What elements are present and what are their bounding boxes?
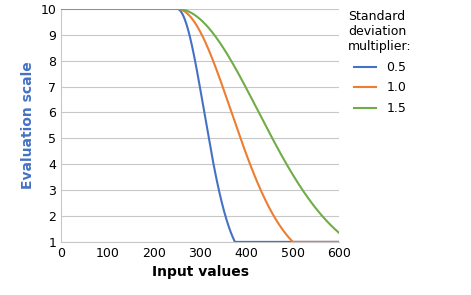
1.5 xyxy=(165,7,171,11)
0.5 xyxy=(90,7,96,11)
0.5 xyxy=(232,240,238,244)
1.5 xyxy=(301,190,307,194)
0.5 xyxy=(165,7,171,11)
1.0 xyxy=(165,7,171,11)
1.5 xyxy=(90,7,96,11)
1.5 xyxy=(331,226,336,230)
0.5 xyxy=(106,7,112,11)
Line: 0.5: 0.5 xyxy=(61,9,339,242)
1.0 xyxy=(106,7,112,11)
1.0 xyxy=(336,240,342,244)
1.5 xyxy=(177,7,183,11)
0.5 xyxy=(177,9,183,12)
Line: 1.5: 1.5 xyxy=(61,9,339,233)
X-axis label: Input values: Input values xyxy=(152,265,249,279)
1.0 xyxy=(90,7,96,11)
1.5 xyxy=(336,231,342,235)
1.5 xyxy=(106,7,112,11)
0.5 xyxy=(331,240,337,244)
Y-axis label: Evaluation scale: Evaluation scale xyxy=(21,61,35,189)
0.5 xyxy=(58,7,64,11)
Legend: 0.5, 1.0, 1.5: 0.5, 1.0, 1.5 xyxy=(348,10,412,115)
1.0 xyxy=(301,240,307,244)
1.0 xyxy=(331,240,337,244)
1.0 xyxy=(290,240,296,244)
1.0 xyxy=(177,7,183,11)
0.5 xyxy=(301,240,307,244)
1.0 xyxy=(58,7,64,11)
Line: 1.0: 1.0 xyxy=(61,9,339,242)
1.5 xyxy=(58,7,64,11)
0.5 xyxy=(336,240,342,244)
